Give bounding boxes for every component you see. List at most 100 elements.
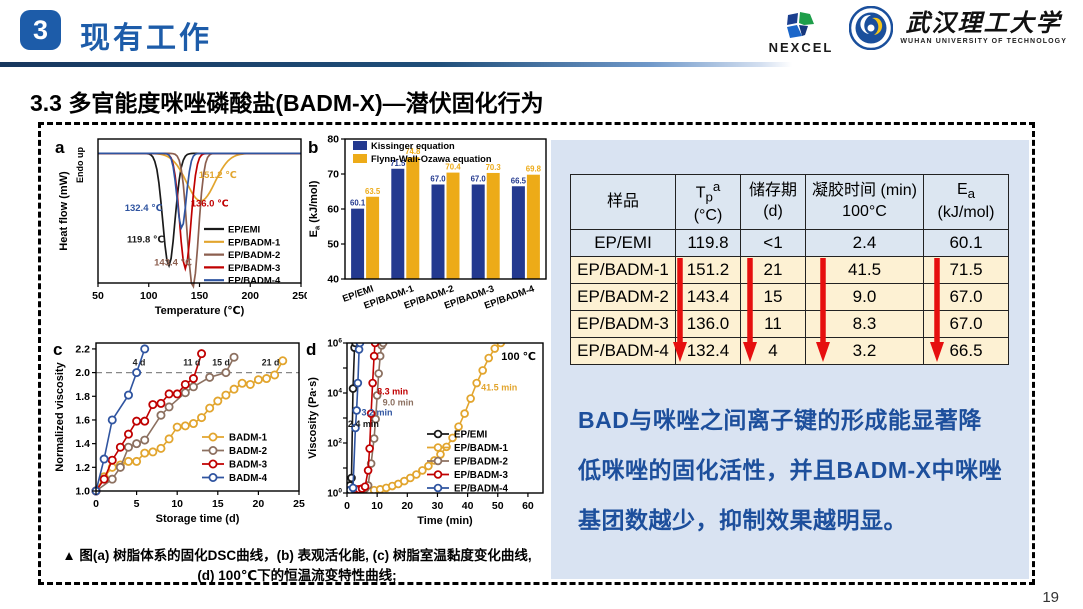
svg-text:Temperature (℃): Temperature (℃) [155, 305, 245, 317]
svg-text:25: 25 [293, 498, 305, 510]
col-storage: 储存期 (d) [740, 174, 806, 230]
svg-text:41.5 min: 41.5 min [481, 383, 517, 393]
table-row: EP/BADM-3 136.0 11 8.3 67.0 [570, 310, 1009, 338]
svg-text:102: 102 [327, 438, 342, 450]
svg-text:EP/BADM-2: EP/BADM-2 [454, 457, 508, 468]
table-cell: EP/EMI [570, 229, 676, 257]
svg-text:BADM-2: BADM-2 [229, 446, 268, 457]
wut-text-block: 武汉理工大学 WUHAN UNIVERSITY OF TECHNOLOGY [900, 11, 1067, 45]
svg-text:69.8: 69.8 [526, 165, 542, 174]
svg-text:60.1: 60.1 [350, 199, 366, 208]
svg-text:100 ℃: 100 ℃ [501, 351, 536, 363]
wut-name-cn: 武汉理工大学 [905, 10, 1062, 37]
table-cell: 143.4 [675, 283, 741, 311]
table-cell: 21 [740, 256, 806, 284]
svg-text:c: c [53, 340, 62, 359]
results-table: 样品 Tpa (°C) 储存期 (d) 凝胶时间 (min) 100°C Ea (kJ/… [570, 174, 1009, 365]
svg-text:2.2: 2.2 [75, 343, 90, 355]
svg-text:60: 60 [522, 500, 534, 512]
svg-text:d: d [306, 340, 316, 359]
chart-a-dsc: a 50 100 150 200 250 Temperature (℃) Heat flow … [52, 133, 310, 336]
table-row: EP/BADM-2 143.4 15 9.0 67.0 [570, 283, 1009, 311]
nexcel-label: NEXCEL [768, 40, 834, 55]
wut-logo: 武汉理工大学 WUHAN UNIVERSITY OF TECHNOLOGY [849, 6, 1067, 50]
col-sample: 样品 [570, 174, 676, 230]
table-cell: EP/BADM-3 [570, 310, 676, 338]
table-cell: 4 [740, 337, 806, 365]
svg-text:67.0: 67.0 [471, 175, 487, 184]
svg-text:74.8: 74.8 [405, 147, 421, 156]
svg-text:15: 15 [212, 498, 224, 510]
svg-text:BADM-1: BADM-1 [229, 433, 268, 444]
svg-text:60: 60 [327, 204, 339, 216]
table-cell: 41.5 [805, 256, 924, 284]
svg-text:10: 10 [171, 498, 183, 510]
table-cell: 2.4 [805, 229, 924, 257]
svg-text:EP/EMI: EP/EMI [454, 430, 487, 441]
nexcel-logo: NEXCEL [769, 6, 834, 55]
svg-text:b: b [308, 138, 318, 157]
svg-text:40: 40 [462, 500, 474, 512]
svg-text:1.4: 1.4 [75, 438, 90, 450]
wut-emblem-icon [849, 6, 894, 50]
svg-text:5: 5 [134, 498, 140, 510]
col-tp: Tpa (°C) [675, 174, 741, 230]
svg-text:BADM-4: BADM-4 [229, 473, 268, 484]
svg-text:1.2: 1.2 [75, 462, 90, 474]
svg-text:BADM-3: BADM-3 [229, 460, 268, 471]
svg-text:Flynn-Wall-Ozawa equation: Flynn-Wall-Ozawa equation [371, 154, 492, 164]
page-number: 19 [1042, 589, 1059, 606]
svg-text:1.8: 1.8 [75, 391, 90, 403]
svg-text:100: 100 [140, 290, 158, 302]
svg-text:11 d: 11 d [183, 357, 200, 367]
results-panel: 样品 Tpa (°C) 储存期 (d) 凝胶时间 (min) 100°C Ea (kJ/… [551, 140, 1029, 579]
header-divider [0, 62, 792, 67]
logo-group: NEXCEL 武汉理工大学 WUHAN UNIVERSITY OF TECHNO… [769, 6, 1067, 55]
chart-c-storage-viscosity: c 0 5 10 15 20 25 1.0 1.2 1.4 1.6 1.8 2.0 2.2 Storage … [50, 335, 305, 548]
figure-panel: a 50 100 150 200 250 Temperature (℃) Heat flow … [38, 122, 1035, 585]
svg-text:4 d: 4 d [133, 357, 146, 367]
wut-name-en: WUHAN UNIVERSITY OF TECHNOLOGY [900, 38, 1067, 46]
svg-text:1.0: 1.0 [75, 486, 90, 498]
nexcel-mark-icon [786, 12, 814, 38]
svg-text:250: 250 [292, 290, 307, 302]
svg-text:151.2 ℃: 151.2 ℃ [199, 170, 237, 181]
svg-text:Ea (kJ/mol): Ea (kJ/mol) [308, 180, 322, 237]
table-cell: EP/BADM-4 [570, 337, 676, 365]
table-cell: 11 [740, 310, 806, 338]
table-row: EP/BADM-4 132.4 4 3.2 66.5 [570, 337, 1009, 365]
svg-text:9.0 min: 9.0 min [383, 398, 414, 408]
svg-text:50: 50 [492, 500, 504, 512]
table-cell: 119.8 [675, 229, 741, 257]
table-cell: 67.0 [923, 310, 1009, 338]
svg-text:20: 20 [401, 500, 413, 512]
table-cell: 136.0 [675, 310, 741, 338]
svg-text:Kissinger equation: Kissinger equation [371, 141, 455, 151]
table-cell: 66.5 [923, 337, 1009, 365]
col-ea: Ea (kJ/mol) [923, 174, 1009, 230]
svg-text:EP/BADM-3: EP/BADM-3 [228, 263, 280, 274]
svg-text:30: 30 [432, 500, 444, 512]
figure-caption: ▲ 图(a) 树脂体系的固化DSC曲线，(b) 表观活化能, (c) 树脂室温黏… [41, 546, 553, 585]
svg-text:Normalized viscosity: Normalized viscosity [54, 361, 66, 471]
svg-text:Storage time (d): Storage time (d) [156, 513, 240, 525]
table-cell: 60.1 [923, 229, 1009, 257]
page-title: 3.3 多官能度咪唑磷酸盐(BADM-X)—潜伏固化行为 [30, 90, 544, 116]
svg-text:2.4 min: 2.4 min [348, 419, 379, 429]
summary-text: BAD与咪唑之间离子键的形成能显著降低咪唑的固化活性，并且BADM-X中咪唑基团… [578, 407, 1002, 534]
svg-text:0: 0 [344, 500, 350, 512]
svg-text:10: 10 [371, 500, 383, 512]
svg-text:15 d: 15 d [212, 357, 230, 367]
svg-text:20: 20 [253, 498, 265, 510]
svg-text:150: 150 [191, 290, 209, 302]
svg-text:21 d: 21 d [262, 357, 280, 367]
svg-text:EP/BADM-1: EP/BADM-1 [228, 237, 281, 248]
table-cell: 9.0 [805, 283, 924, 311]
svg-text:143.4 ℃: 143.4 ℃ [154, 258, 192, 269]
table-cell: 3.2 [805, 337, 924, 365]
table-cell: <1 [740, 229, 806, 257]
svg-text:3.2 min: 3.2 min [361, 408, 392, 418]
table-cell: EP/BADM-1 [570, 256, 676, 284]
svg-text:EP/BADM-2: EP/BADM-2 [228, 250, 280, 261]
svg-text:2.0: 2.0 [75, 367, 90, 379]
